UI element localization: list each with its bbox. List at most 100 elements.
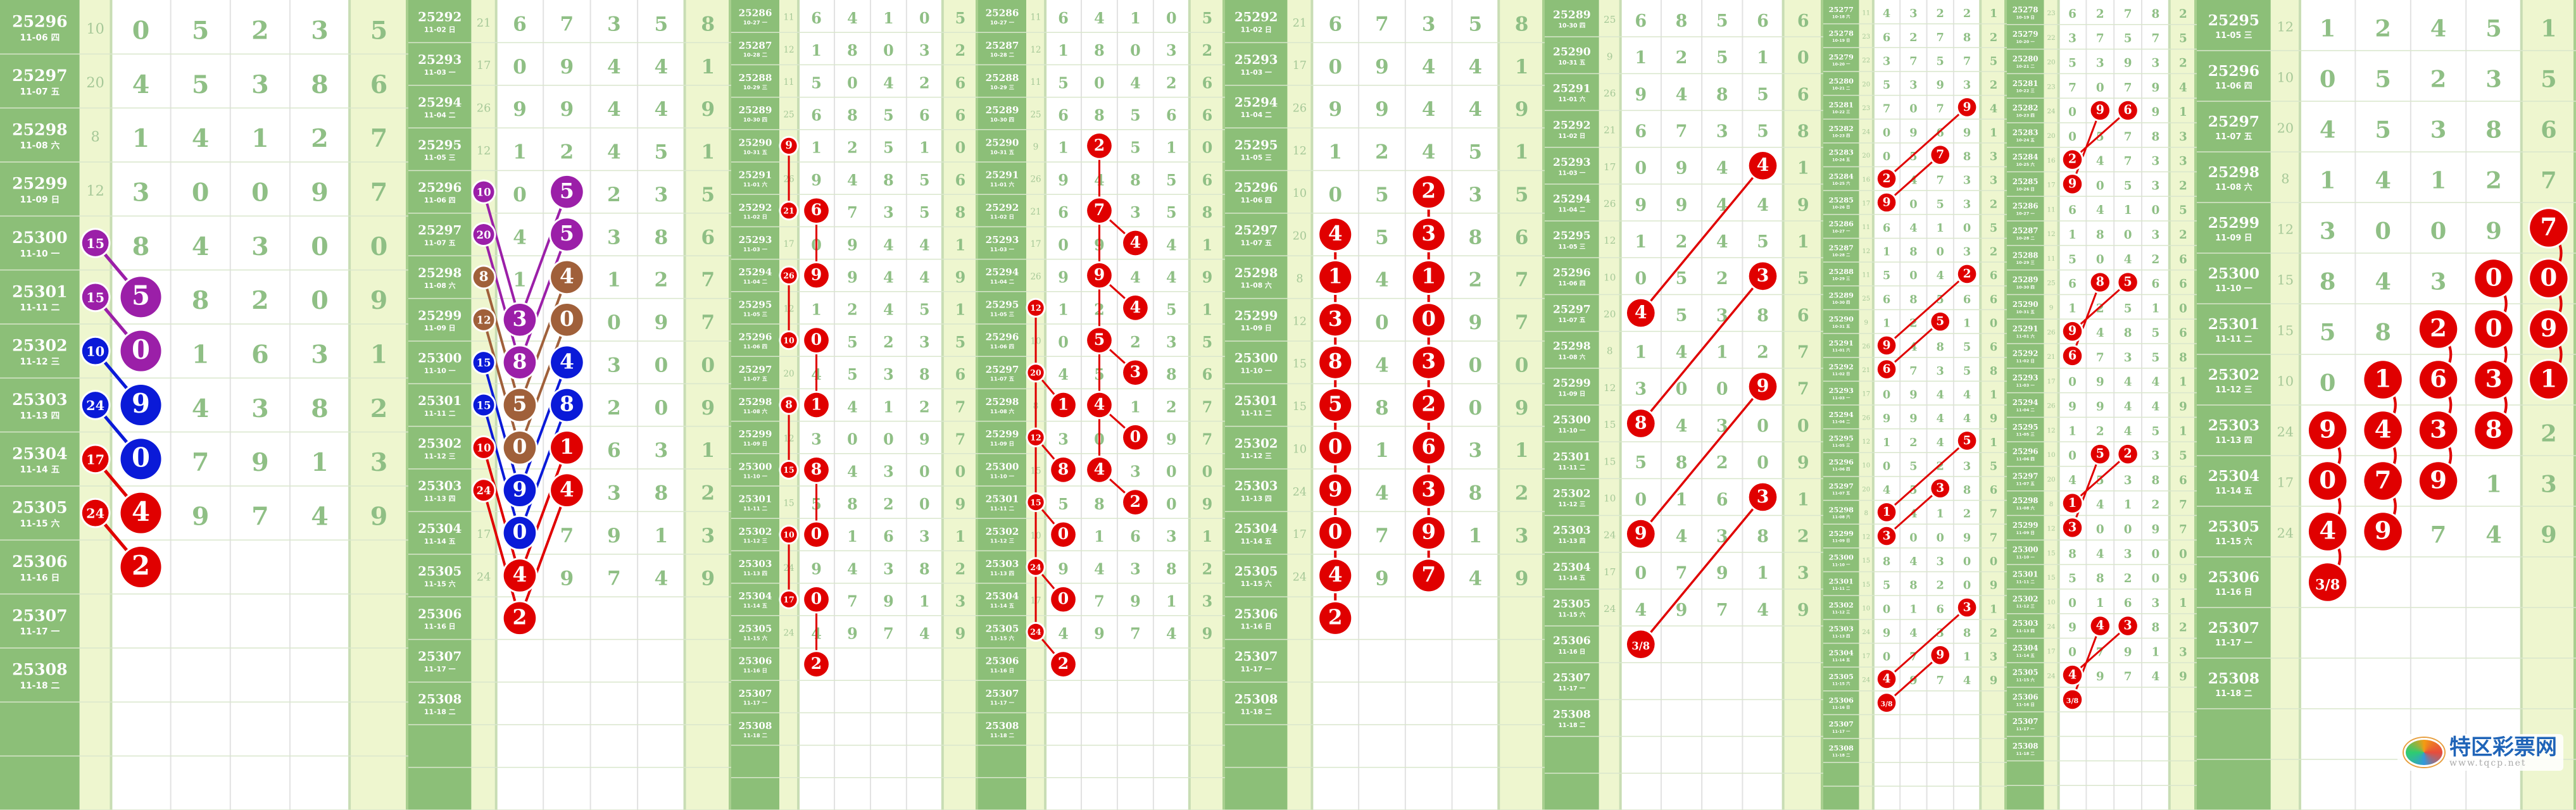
digit-mark	[1319, 389, 1352, 421]
sum-value: 8	[91, 129, 99, 146]
digit-cell: 2	[919, 398, 930, 416]
panel-separator	[1542, 0, 1545, 810]
digit-cell: 7	[251, 502, 269, 531]
digit-cell: 7	[2068, 81, 2077, 94]
digit-mark	[1123, 360, 1148, 385]
digit-cell: 5	[1937, 54, 1944, 68]
digit-cell: 1	[192, 340, 210, 369]
digit-cell: 9	[2485, 218, 2502, 245]
digit-cell: 4	[1058, 366, 1069, 383]
digit-cell: 1	[883, 398, 894, 416]
trend-line	[482, 362, 521, 491]
issue-number: 25303	[12, 390, 67, 409]
digit-cell: 1	[1797, 232, 1809, 252]
sum-value: 12	[1604, 382, 1616, 394]
issue-number: 25295	[2013, 423, 2039, 432]
sum-value: 21	[1293, 17, 1307, 30]
issue-number: 25289	[1553, 9, 1591, 22]
digit-cell: 8	[1757, 306, 1769, 325]
digit-cell: 4	[192, 232, 210, 261]
digit-cell: 8	[2152, 130, 2160, 144]
issue-number: 25296	[2013, 447, 2039, 456]
digit-cell: 5	[955, 9, 966, 27]
draw-date: 11-14 五	[1558, 575, 1585, 582]
digit-cell: 3	[1130, 463, 1141, 481]
digit-cell: 1	[1469, 525, 1483, 547]
draw-date: 11-04 二	[1558, 207, 1585, 214]
issue-number: 25305	[418, 563, 462, 578]
issue-number: 25301	[2013, 570, 2039, 579]
digit-cell: 0	[2152, 547, 2160, 561]
draw-date: 11-10 一	[2215, 284, 2252, 294]
draw-date: 11-13 四	[2215, 436, 2252, 446]
digit-cell: 8	[1963, 626, 1971, 640]
mark-value: 10	[783, 335, 795, 345]
digit-cell: 9	[1990, 412, 1997, 425]
digit-cell: 7	[847, 204, 858, 221]
issue-number: 25294	[1829, 410, 1854, 419]
mark-value: 9	[2319, 415, 2336, 444]
digit-mark	[1087, 458, 1112, 482]
issue-number: 25307	[986, 688, 1019, 699]
issue-number: 25296	[1553, 266, 1591, 279]
digit-cell: 4	[1422, 98, 1436, 121]
issue-number: 25287	[986, 40, 1019, 51]
digit-mark	[503, 303, 536, 336]
draw-date: 11-08 六	[743, 408, 768, 414]
issue-number: 25298	[739, 396, 772, 408]
mark-value: 4	[2068, 667, 2077, 682]
digit-mark	[2419, 310, 2458, 348]
digit-cell: 4	[1469, 567, 1483, 590]
digit-cell: 2	[2179, 8, 2187, 21]
digit-cell: 3	[1716, 416, 1728, 436]
digit-cell: 3	[251, 70, 269, 99]
draw-date: 11-18 二	[1832, 753, 1850, 757]
draw-date: 11-09 日	[990, 440, 1014, 447]
digit-cell: 3	[1166, 333, 1177, 351]
digit-cell: 9	[607, 525, 621, 547]
digit-cell: 4	[2124, 401, 2132, 414]
digit-cell: 5	[1883, 78, 1890, 92]
issue-number: 25294	[1235, 95, 1278, 109]
trend-line	[482, 447, 521, 576]
mark-value: 0	[2319, 466, 2336, 494]
draw-date: 11-02 日	[1832, 372, 1850, 377]
mark-value: 0	[1328, 520, 1343, 544]
digit-cell: 4	[1375, 269, 1389, 292]
sum-mark	[1027, 299, 1044, 316]
digit-cell: 3	[251, 232, 269, 261]
digit-cell: 9	[1716, 564, 1728, 583]
digit-mark	[1087, 198, 1112, 223]
digit-cell: 2	[1166, 398, 1177, 416]
sum-value: 20	[86, 75, 104, 91]
mark-value: 1	[2375, 364, 2392, 393]
digit-cell: 8	[2320, 268, 2336, 296]
digit-cell: 7	[1937, 174, 1944, 187]
mark-value: 9	[2430, 466, 2447, 494]
digit-mark	[1412, 517, 1445, 549]
digit-cell: 1	[1963, 317, 1971, 330]
issue-number: 25300	[2208, 265, 2259, 282]
issue-number: 25307	[1553, 671, 1591, 684]
digit-cell: 1	[1963, 651, 1971, 664]
mark-value: 3	[1936, 482, 1944, 495]
digit-cell: 4	[2096, 547, 2104, 561]
digit-cell: 6	[2541, 116, 2557, 144]
sum-value: 17	[1604, 161, 1616, 173]
digit-cell: 1	[919, 139, 930, 157]
issue-number: 25287	[2013, 226, 2039, 235]
digit-cell: 9	[192, 502, 210, 531]
mark-value: 3	[2123, 618, 2132, 633]
digit-cell: 8	[2152, 621, 2160, 635]
draw-date: 11-13 四	[20, 411, 60, 421]
draw-date: 11-09 日	[424, 324, 456, 332]
digit-cell: 6	[1202, 171, 1213, 189]
draw-date: 11-12 三	[2016, 604, 2035, 609]
mark-value: 8	[2096, 275, 2104, 289]
digit-mark	[1087, 328, 1112, 352]
digit-cell: 0	[847, 430, 858, 448]
digit-cell: 4	[883, 74, 894, 92]
digit-cell: 6	[1202, 106, 1213, 124]
sum-mark	[781, 591, 797, 608]
